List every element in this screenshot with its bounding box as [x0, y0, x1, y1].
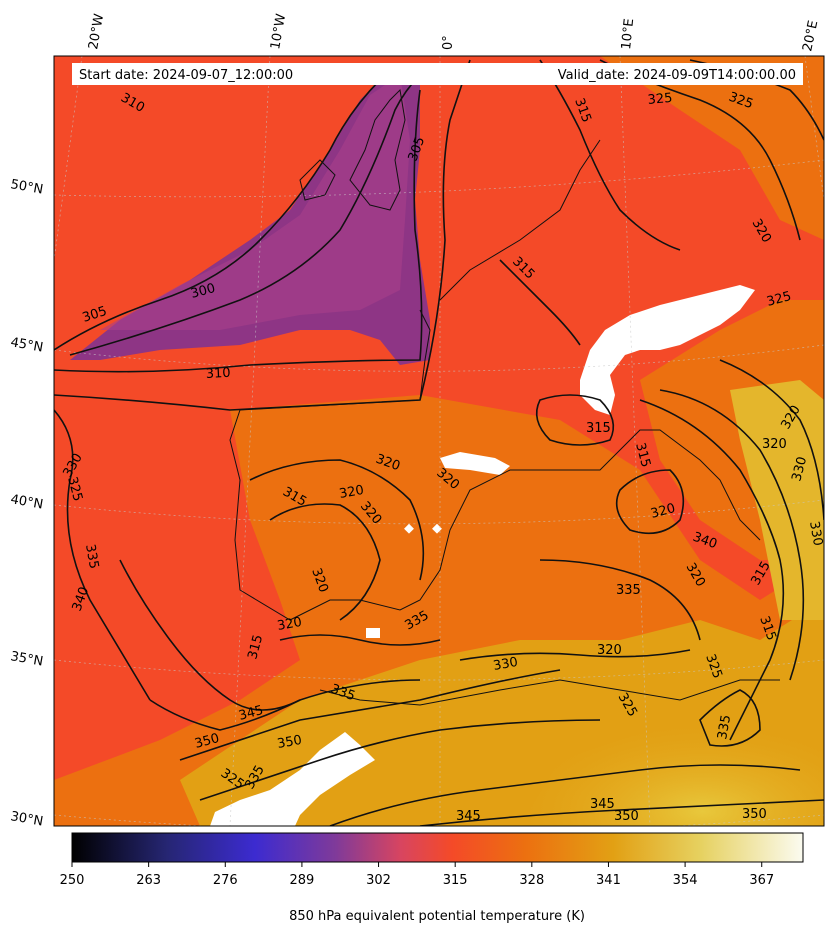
theta-e-northeast-orange	[600, 56, 824, 240]
contour-label: 320	[762, 437, 787, 452]
contour-label: 350	[742, 807, 767, 822]
colorbar-ticks: 250 263 276 289 302 315 328 341 354 367	[60, 862, 774, 888]
contour-label: 335	[715, 714, 734, 741]
missing-data-sierra	[366, 628, 380, 638]
colorbar-tick-label: 341	[596, 873, 621, 888]
colorbar-tick-label: 289	[289, 873, 314, 888]
lon-label: 10°W	[268, 13, 289, 51]
colorbar-tick-label: 250	[60, 873, 85, 888]
contour-label: 330	[789, 455, 810, 483]
colorbar-tick-label: 302	[366, 873, 391, 888]
contour-label: 315	[245, 633, 266, 661]
theta-e-yellow-zone	[520, 680, 824, 826]
latitude-labels: 50°N 45°N 40°N 35°N 30°N	[9, 177, 44, 829]
lat-label: 30°N	[9, 809, 44, 829]
map-panel: 310 305 300 310 305 315 315 325 325 320 …	[54, 56, 825, 826]
contour-label: 335	[616, 583, 641, 598]
contour-label: 325	[765, 289, 793, 310]
contour-label: 320	[276, 615, 303, 634]
lat-label: 35°N	[9, 649, 44, 669]
contour-label: 345	[456, 809, 481, 824]
colorbar-tick-label: 276	[213, 873, 238, 888]
graticule	[54, 56, 824, 826]
contour-label: 310	[205, 366, 231, 382]
contour-label: 325	[647, 91, 673, 108]
contour-label: 320	[649, 501, 677, 522]
colorbar-label: 850 hPa equivalent potential temperature…	[289, 909, 585, 924]
missing-data-alps	[580, 285, 755, 415]
contour-label: 350	[193, 731, 221, 752]
colorbar-tick-label: 328	[519, 873, 544, 888]
contour-label: 315	[632, 441, 653, 469]
contour-label: 320	[338, 483, 365, 502]
colorbar-tick-label: 263	[136, 873, 161, 888]
contour-label: 330	[806, 520, 825, 547]
contour-label: 325	[64, 475, 85, 503]
lat-label: 45°N	[9, 335, 44, 355]
lat-label: 40°N	[9, 492, 44, 512]
start-date-label: Start date: 2024-09-07_12:00:00	[79, 68, 293, 83]
longitude-labels: 20°W 10°W 0° 10°E 20°E	[86, 13, 821, 53]
valid-date-label: Valid_date: 2024-09-09T14:00:00.00	[558, 68, 796, 83]
lat-label: 50°N	[9, 177, 44, 197]
contour-label: 350	[276, 733, 303, 752]
colorbar-gradient	[71, 832, 804, 863]
contour-label: 315	[586, 421, 611, 436]
theta-e-purple-fringe	[100, 75, 410, 330]
colorbar-tick-label: 354	[673, 873, 698, 888]
colorbar-tick-label: 367	[749, 873, 774, 888]
lon-label: 10°E	[619, 18, 637, 51]
date-banner	[72, 63, 803, 85]
contour-label: 305	[81, 304, 109, 326]
map-frame	[53, 55, 825, 827]
contour-label: 320	[597, 643, 622, 658]
lon-label: 0°	[441, 35, 456, 50]
contour-label: 300	[189, 281, 217, 302]
contour-label: 345	[590, 797, 615, 812]
colorbar-tick-label: 315	[443, 873, 468, 888]
colorbar: 250 263 276 289 302 315 328 341 354 367 850 hPa e…	[60, 832, 804, 924]
coastlines	[229, 88, 780, 706]
contour-label: 330	[492, 655, 519, 674]
contour-label: 345	[237, 703, 265, 724]
contour-lines	[54, 59, 824, 826]
contour-label: 350	[614, 809, 639, 824]
missing-data-pyrenees	[440, 452, 510, 475]
contour-label: 335	[82, 543, 101, 570]
lon-label: 20°E	[800, 19, 821, 53]
lon-label: 20°W	[86, 13, 107, 51]
